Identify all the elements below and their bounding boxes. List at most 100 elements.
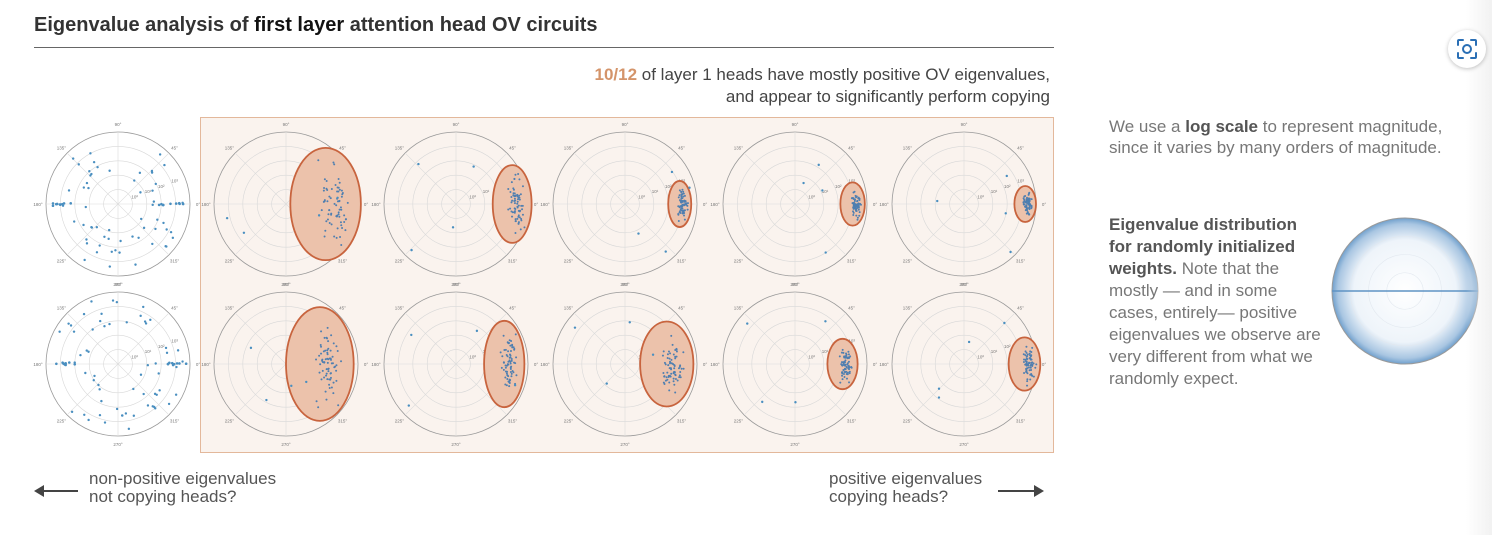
eigenvalue-point <box>683 214 686 217</box>
eigenvalue-point <box>319 363 322 366</box>
eigenvalue-point <box>317 214 321 217</box>
eigenvalue-point <box>664 379 667 382</box>
eigenvalue-point <box>573 326 577 329</box>
eigenvalue-point <box>1030 373 1033 376</box>
angle-label: 90° <box>792 282 799 287</box>
angle-label: 45° <box>171 145 178 150</box>
polar-spoke <box>66 203 119 256</box>
eigenvalue-point <box>673 383 676 386</box>
eigenvalue-point <box>100 312 103 316</box>
eigenvalue-point <box>845 352 848 355</box>
positive-label: positive eigenvalues copying heads? <box>829 470 982 506</box>
copying-heads-note: 10/12 of layer 1 heads have mostly posit… <box>500 64 1051 108</box>
eigenvalue-point <box>339 221 342 224</box>
eigenvalue-point <box>845 370 848 373</box>
eigenvalue-point <box>325 398 328 401</box>
eigenvalue-point <box>674 378 677 381</box>
lens-button[interactable] <box>1448 30 1486 68</box>
angle-label: 90° <box>961 122 968 127</box>
eigenvalue-point <box>319 344 322 347</box>
eigenvalue-point <box>514 173 517 176</box>
angle-label: 315° <box>847 419 857 424</box>
eigenvalue-point <box>513 197 516 200</box>
eigenvalue-point <box>323 376 326 379</box>
polar-spoke <box>66 363 119 416</box>
polar-spoke <box>234 203 287 256</box>
eigenvalue-point <box>663 375 666 378</box>
eigenvalue-point <box>854 205 857 208</box>
random-init-rest: Note that the mostly — and in some cases… <box>1109 259 1321 388</box>
eigenvalue-point <box>1028 362 1031 365</box>
eigenvalue-point <box>120 414 124 417</box>
eigenvalue-point <box>323 336 326 339</box>
random-distribution-plot <box>1331 217 1479 365</box>
eigenvalue-point <box>663 361 666 364</box>
angle-label: 135° <box>903 305 913 310</box>
eigenvalue-point <box>675 348 678 351</box>
eigenvalue-point <box>1027 212 1030 215</box>
eigenvalue-point <box>856 205 859 208</box>
angle-label: 225° <box>903 259 913 264</box>
eigenvalue-point <box>510 196 513 199</box>
eigenvalue-point <box>518 216 521 219</box>
eigenvalue-point <box>71 157 75 160</box>
eigenvalue-point <box>841 371 844 374</box>
eigenvalue-point <box>82 186 86 189</box>
eigenvalue-point <box>95 251 99 254</box>
polar-spoke <box>912 203 965 256</box>
eigenvalue-point <box>509 354 512 357</box>
eigenvalue-point <box>677 219 680 222</box>
polar-spoke <box>455 203 508 256</box>
polar-spoke <box>404 312 457 365</box>
eigenvalue-point <box>324 358 327 361</box>
eigenvalue-point <box>339 236 342 239</box>
radius-label: 10¹ <box>991 349 998 354</box>
eigenvalue-point <box>680 367 683 370</box>
angle-label: 90° <box>453 282 460 287</box>
eigenvalue-point <box>322 200 325 203</box>
eigenvalue-point <box>853 200 856 203</box>
eigenvalue-point <box>680 201 683 204</box>
radius-label: 10¹ <box>483 189 490 194</box>
eigenvalue-point <box>521 204 524 207</box>
eigenvalue-point <box>328 209 331 212</box>
eigenvalue-point <box>1025 369 1028 372</box>
eigenvalue-point <box>142 305 145 309</box>
eigenvalue-point <box>1028 191 1031 194</box>
eigenvalue-point <box>668 381 671 384</box>
eigenvalue-point <box>90 300 93 303</box>
eigenvalue-point <box>337 190 340 193</box>
angle-label: 0° <box>364 362 369 367</box>
eigenvalue-point <box>1022 203 1025 206</box>
eigenvalue-point <box>847 360 850 363</box>
eigenvalue-point <box>518 194 521 197</box>
eigenvalue-point <box>516 195 519 198</box>
eigenvalue-point <box>509 362 512 365</box>
eigenvalue-point <box>87 418 90 422</box>
eigenvalue-point <box>669 352 672 355</box>
eigenvalue-point <box>679 211 682 214</box>
eigenvalue-point <box>95 226 99 229</box>
positive-line1: positive eigenvalues <box>829 469 983 488</box>
eigenvalue-point <box>677 367 680 370</box>
eigenvalue-point <box>333 202 336 205</box>
eigenvalue-point <box>519 228 522 231</box>
eigenvalue-point <box>678 194 681 197</box>
eigenvalue-point <box>151 405 154 408</box>
eigenvalue-point <box>517 204 520 207</box>
eigenvalue-point <box>841 374 844 377</box>
eigenvalue-point <box>844 359 847 362</box>
eigenvalue-point <box>107 237 110 241</box>
angle-label: 270° <box>451 442 461 447</box>
angle-label: 315° <box>1016 419 1026 424</box>
eigenvalue-point <box>165 245 168 248</box>
radius-label: 10⁰ <box>808 195 815 200</box>
eigenvalue-point <box>674 373 677 376</box>
eigenvalue-point <box>856 216 859 219</box>
eigenvalue-point <box>847 353 850 356</box>
eigenvalue-point <box>517 214 520 217</box>
lens-icon <box>1457 39 1477 59</box>
eigenvalue-point <box>673 364 676 367</box>
polar-spoke <box>117 203 170 256</box>
radius-label: 10² <box>665 184 672 189</box>
